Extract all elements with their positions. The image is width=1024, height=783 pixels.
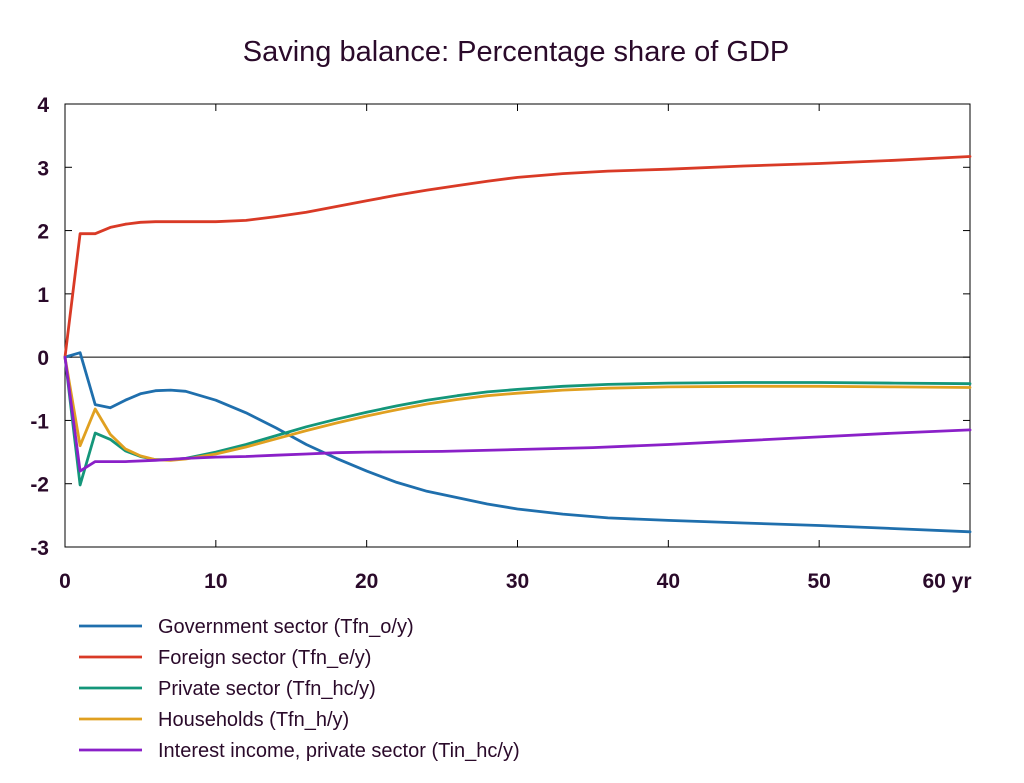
series-line [63, 351, 972, 534]
x-tick-label: 60 yr [922, 570, 971, 593]
legend-label: Interest income, private sector (Tin_hc/… [158, 740, 520, 762]
series-lines [63, 155, 972, 534]
series-line [63, 355, 972, 473]
y-tick-label: 1 [37, 284, 49, 307]
plot-frame [64, 103, 971, 548]
x-tick-label: 40 [657, 570, 680, 593]
y-tick-label: -2 [30, 474, 49, 497]
x-tick-label: 0 [59, 570, 71, 593]
chart-title: Saving balance: Percentage share of GDP [243, 36, 790, 68]
x-tick-label: 20 [355, 570, 378, 593]
y-tick-label: 0 [37, 347, 49, 370]
series-line [63, 355, 972, 462]
y-tick-label: 2 [37, 221, 49, 244]
legend-label: Foreign sector (Tfn_e/y) [158, 647, 371, 669]
x-tick-label: 50 [807, 570, 830, 593]
series-line [63, 155, 972, 359]
y-tick-label: -3 [30, 537, 49, 560]
x-tick-label: 10 [204, 570, 227, 593]
legend-label: Government sector (Tfn_o/y) [158, 616, 414, 638]
x-tick-label: 30 [506, 570, 529, 593]
legend: Government sector (Tfn_o/y) Foreign secto… [79, 616, 520, 762]
y-tick-label: 4 [37, 94, 49, 117]
y-tick-label: 3 [37, 157, 49, 180]
legend-label: Private sector (Tfn_hc/y) [158, 678, 376, 700]
legend-label: Households (Tfn_h/y) [158, 709, 349, 731]
series-line [63, 355, 972, 487]
y-tick-label: -1 [30, 410, 49, 433]
